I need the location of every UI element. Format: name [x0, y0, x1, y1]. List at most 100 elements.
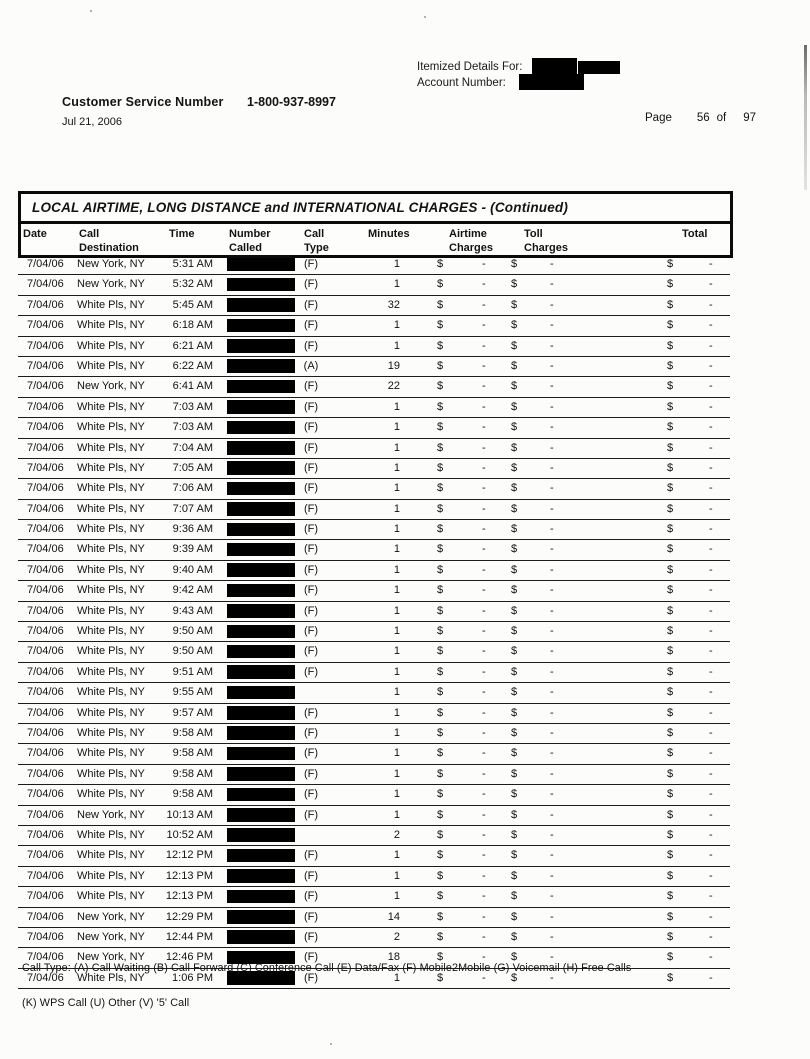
total-dollar-sign: $ [667, 869, 674, 882]
customer-service-number: 1-800-937-8997 [247, 95, 336, 109]
toll-dollar-sign: $ [511, 686, 518, 699]
total-dollar-sign: $ [667, 747, 674, 760]
toll-charge-cell: - [550, 706, 554, 719]
total-charge-cell: - [709, 788, 713, 801]
total-charge-cell: - [709, 380, 713, 393]
minutes-cell: 1 [393, 726, 400, 739]
toll-dollar-sign: $ [511, 380, 518, 393]
call-type-cell: (F) [303, 482, 319, 495]
call-type-cell: (F) [303, 441, 319, 454]
airtime-dollar-sign: $ [437, 726, 444, 739]
date-cell: 7/04/06 [27, 951, 64, 964]
call-type-cell: (F) [303, 502, 319, 515]
destination-cell: New York, NY [77, 930, 145, 943]
airtime-charge-cell: - [482, 828, 486, 841]
col-header-airtime-charges: Airtime Charges [449, 228, 494, 254]
total-dollar-sign: $ [667, 788, 674, 801]
total-dollar-sign: $ [667, 584, 674, 597]
call-type-cell: (F) [303, 747, 319, 760]
destination-cell: White Pls, NY [77, 461, 145, 474]
toll-dollar-sign: $ [511, 890, 518, 903]
date-cell: 7/04/06 [27, 584, 64, 597]
destination-cell: New York, NY [77, 380, 145, 393]
time-cell: 7:03 AM [172, 421, 213, 434]
total-dollar-sign: $ [667, 951, 674, 964]
scan-artifact-dot [424, 16, 426, 18]
toll-charge-cell: - [550, 604, 554, 617]
toll-charge-cell: - [550, 788, 554, 801]
total-dollar-sign: $ [667, 421, 674, 434]
toll-dollar-sign: $ [511, 910, 518, 923]
airtime-charge-cell: - [482, 339, 486, 352]
minutes-cell: 1 [393, 788, 400, 801]
toll-charge-cell: - [550, 400, 554, 413]
minutes-cell: 1 [393, 767, 400, 780]
total-dollar-sign: $ [667, 543, 674, 556]
toll-dollar-sign: $ [511, 726, 518, 739]
toll-dollar-sign: $ [511, 421, 518, 434]
destination-cell: White Pls, NY [77, 726, 145, 739]
airtime-dollar-sign: $ [437, 971, 444, 984]
minutes-cell: 1 [393, 584, 400, 597]
call-detail-row: 7/04/06 White Pls, NY 9:58 AM (F) 1 $ - … [18, 785, 730, 806]
redacted-number-called [227, 400, 295, 414]
toll-dollar-sign: $ [511, 400, 518, 413]
date-cell: 7/04/06 [27, 645, 64, 658]
toll-charge-cell: - [550, 686, 554, 699]
redacted-number-called [227, 726, 295, 740]
col-header-total: Total [682, 228, 708, 240]
toll-charge-cell: - [550, 461, 554, 474]
destination-cell: White Pls, NY [77, 400, 145, 413]
toll-dollar-sign: $ [511, 869, 518, 882]
airtime-dollar-sign: $ [437, 584, 444, 597]
airtime-charge-cell: - [482, 951, 486, 964]
toll-dollar-sign: $ [511, 849, 518, 862]
airtime-charge-cell: - [482, 461, 486, 474]
airtime-charge-cell: - [482, 849, 486, 862]
time-cell: 9:58 AM [172, 726, 213, 739]
airtime-dollar-sign: $ [437, 788, 444, 801]
destination-cell: White Pls, NY [77, 563, 145, 576]
date-cell: 7/04/06 [27, 686, 64, 699]
call-type-cell: (F) [303, 523, 319, 536]
airtime-dollar-sign: $ [437, 890, 444, 903]
minutes-cell: 1 [393, 604, 400, 617]
table-column-headers: Date Call Destination Time Number Called C… [21, 224, 730, 255]
airtime-dollar-sign: $ [437, 563, 444, 576]
destination-cell: White Pls, NY [77, 869, 145, 882]
call-type-cell: (F) [303, 604, 319, 617]
toll-dollar-sign: $ [511, 319, 518, 332]
total-dollar-sign: $ [667, 461, 674, 474]
date-cell: 7/04/06 [27, 482, 64, 495]
airtime-charge-cell: - [482, 319, 486, 332]
page-indicator: Page 56 of 97 [645, 112, 756, 124]
total-dollar-sign: $ [667, 910, 674, 923]
call-detail-row: 7/04/06 New York, NY 6:41 AM (F) 22 $ - … [18, 377, 730, 398]
toll-dollar-sign: $ [511, 767, 518, 780]
destination-cell: White Pls, NY [77, 645, 145, 658]
total-dollar-sign: $ [667, 523, 674, 536]
airtime-charge-cell: - [482, 971, 486, 984]
call-detail-row: 7/04/06 White Pls, NY 9:50 AM (F) 1 $ - … [18, 622, 730, 643]
total-dollar-sign: $ [667, 686, 674, 699]
minutes-cell: 1 [393, 808, 400, 821]
col-header-date: Date [23, 228, 47, 240]
call-detail-row: 7/04/06 White Pls, NY 6:21 AM (F) 1 $ - … [18, 337, 730, 357]
call-type-cell: (F) [303, 563, 319, 576]
destination-cell: White Pls, NY [77, 828, 145, 841]
date-cell: 7/04/06 [27, 339, 64, 352]
redacted-number-called [227, 318, 295, 333]
toll-charge-cell: - [550, 584, 554, 597]
col-header-toll-charges: Toll Charges [524, 228, 569, 254]
toll-dollar-sign: $ [511, 278, 518, 291]
call-type-cell: (F) [303, 645, 319, 658]
call-type-cell: (F) [303, 461, 319, 474]
toll-dollar-sign: $ [511, 482, 518, 495]
total-dollar-sign: $ [667, 502, 674, 515]
toll-charge-cell: - [550, 828, 554, 841]
toll-charge-cell: - [550, 645, 554, 658]
airtime-dollar-sign: $ [437, 461, 444, 474]
toll-dollar-sign: $ [511, 747, 518, 760]
destination-cell: New York, NY [77, 910, 145, 923]
redacted-number-called [227, 461, 295, 475]
